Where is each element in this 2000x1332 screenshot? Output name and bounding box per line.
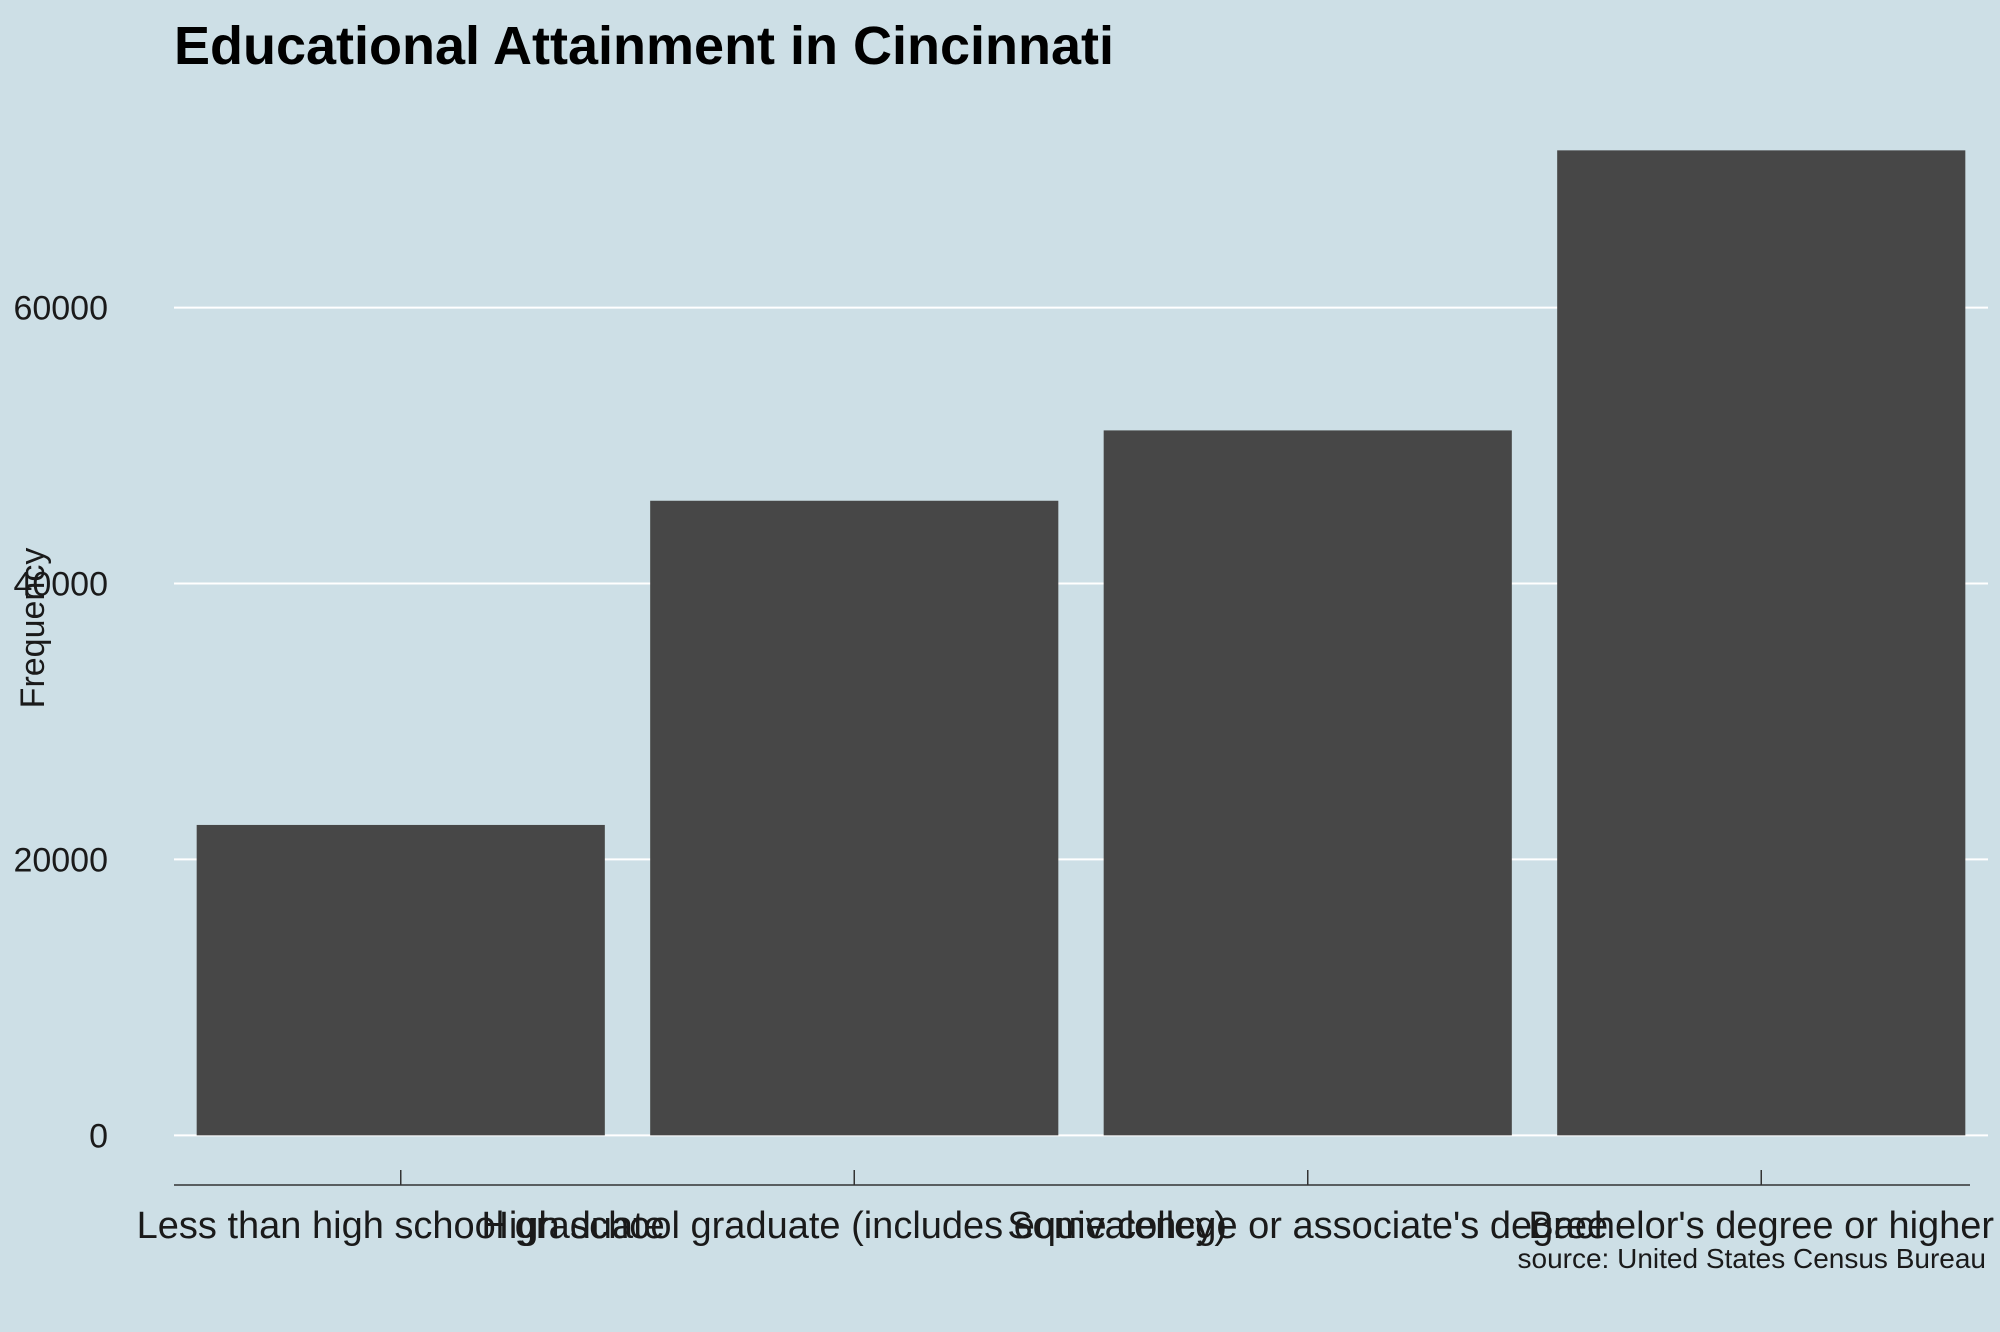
y-axis-ticks: 0 20000 40000 60000 <box>13 290 108 1156</box>
x-tick-label: Less than high school graduate <box>137 1205 665 1247</box>
y-tick-label: 60000 <box>13 290 108 328</box>
x-tick-label: Bachelor's degree or higher <box>1528 1205 1994 1247</box>
bars <box>196 150 1966 1136</box>
bar <box>1557 150 1966 1136</box>
x-tick-label: Some college or associate's degree <box>1007 1205 1608 1247</box>
y-tick-label: 40000 <box>13 566 108 604</box>
y-tick-label: 20000 <box>13 841 108 879</box>
chart-caption: source: United States Census Bureau <box>1518 1243 1986 1274</box>
bar <box>196 824 605 1136</box>
chart-title: Educational Attainment in Cincinnati <box>174 16 1114 76</box>
y-axis-label: Frequency <box>14 548 52 709</box>
y-tick-label: 0 <box>89 1117 108 1155</box>
bar <box>1103 430 1512 1136</box>
x-tick-label: High school graduate (includes equivalen… <box>481 1205 1227 1247</box>
bar <box>650 500 1059 1136</box>
